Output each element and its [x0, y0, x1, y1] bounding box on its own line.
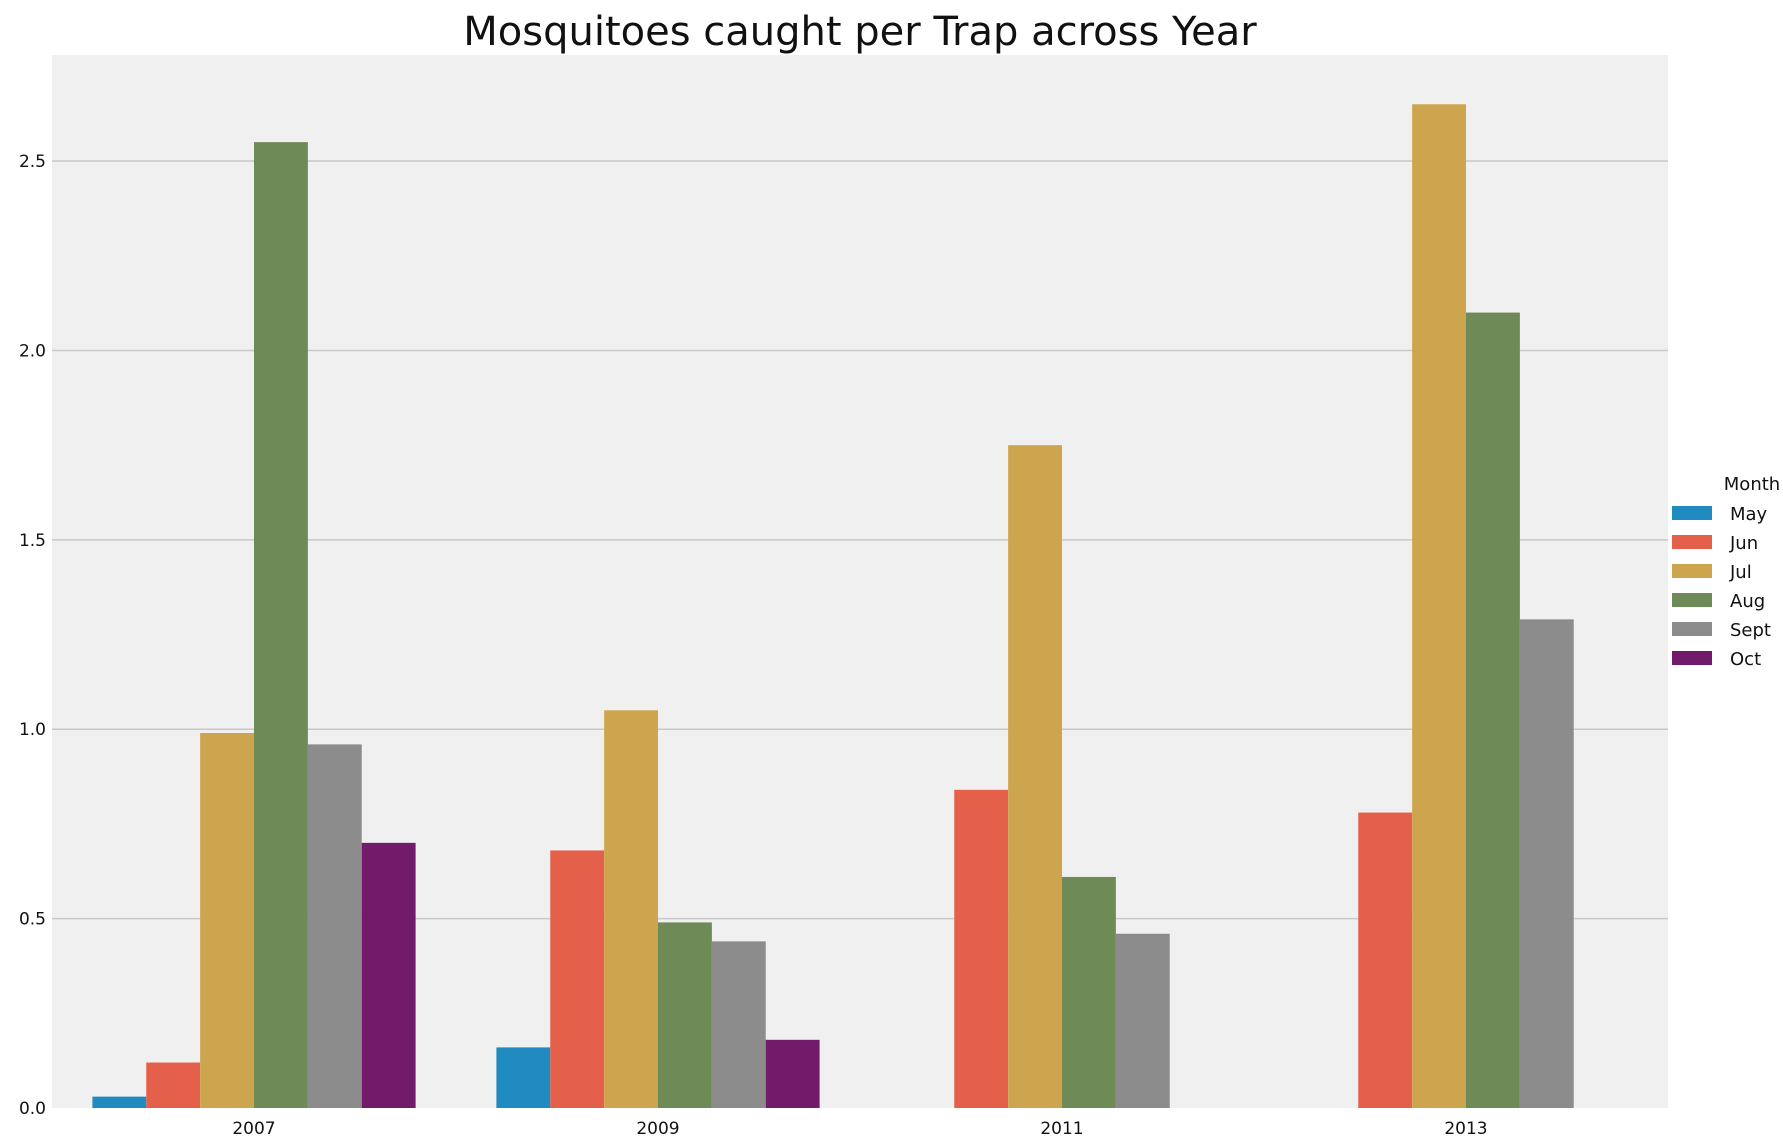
- bar-2007-sept: [307, 744, 362, 1108]
- legend-swatch-jul: [1672, 564, 1712, 578]
- bar-2009-sept: [711, 941, 766, 1108]
- bars: [92, 104, 1574, 1109]
- legend-swatch-oct: [1672, 651, 1712, 665]
- bar-2009-jun: [550, 850, 605, 1108]
- legend-swatch-aug: [1672, 593, 1712, 607]
- bar-2007-jul: [200, 733, 254, 1108]
- legend-swatch-may: [1672, 506, 1712, 520]
- x-tick-label: 2007: [232, 1119, 275, 1139]
- legend-label-oct: Oct: [1730, 649, 1761, 670]
- bar-2007-aug: [254, 142, 308, 1108]
- legend-label-sept: Sept: [1730, 620, 1771, 641]
- legend-label-may: May: [1730, 504, 1768, 525]
- y-tick-labels: 0.0 0.5 1.0 1.5 2.0 2.5: [19, 152, 46, 1119]
- chart-title: Mosquitoes caught per Trap across Year: [463, 9, 1257, 55]
- bar-2011-sept: [1115, 933, 1170, 1108]
- bar-2009-aug: [658, 922, 712, 1108]
- y-tick-label: 1.5: [19, 531, 46, 551]
- y-tick-label: 1.0: [19, 720, 46, 740]
- bar-2007-may: [92, 1096, 147, 1108]
- bar-2007-jun: [146, 1062, 201, 1108]
- x-tick-labels: 2007 2009 2011 2013: [232, 1119, 1487, 1139]
- x-tick-label: 2009: [636, 1119, 679, 1139]
- bar-2013-sept: [1519, 619, 1574, 1108]
- bar-2009-may: [496, 1047, 551, 1108]
- bar-2009-jul: [604, 710, 658, 1108]
- y-tick-label: 0.5: [19, 910, 46, 930]
- x-tick-label: 2011: [1040, 1119, 1083, 1139]
- bar-2007-oct: [361, 842, 416, 1108]
- bar-2011-aug: [1062, 876, 1116, 1108]
- legend: Month May Jun Jul Aug Sept Oct: [1672, 474, 1780, 670]
- legend-label-aug: Aug: [1730, 591, 1765, 612]
- y-tick-label: 2.5: [19, 152, 46, 172]
- bar-2009-oct: [765, 1039, 820, 1108]
- legend-swatch-jun: [1672, 535, 1712, 549]
- y-tick-label: 2.0: [19, 341, 46, 361]
- bar-2011-jun: [954, 789, 1009, 1108]
- bar-2013-aug: [1466, 312, 1520, 1108]
- legend-swatch-sept: [1672, 622, 1712, 636]
- legend-label-jul: Jul: [1729, 562, 1752, 583]
- y-tick-label: 0.0: [19, 1099, 46, 1119]
- legend-label-jun: Jun: [1729, 533, 1758, 554]
- bar-2013-jul: [1412, 104, 1466, 1108]
- bar-2011-jul: [1008, 445, 1062, 1109]
- legend-title: Month: [1724, 474, 1780, 495]
- x-tick-label: 2013: [1444, 1119, 1487, 1139]
- bar-2013-jun: [1358, 812, 1413, 1108]
